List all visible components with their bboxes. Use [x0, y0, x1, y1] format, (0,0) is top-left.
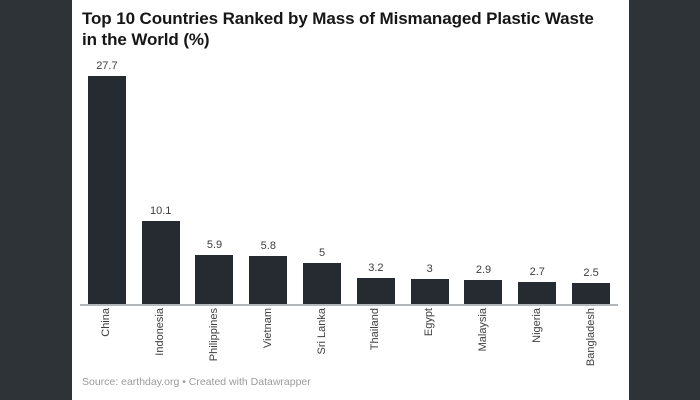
bar-column: 2.5: [564, 58, 618, 304]
bar: [141, 220, 180, 304]
bar-value-label: 2.9: [475, 264, 492, 277]
bar: [249, 256, 288, 304]
x-axis-label: Vietnam: [261, 308, 274, 349]
bar-value-label: 5.9: [206, 239, 223, 252]
bar: [195, 255, 234, 304]
x-axis-label: Sri Lanka: [315, 308, 328, 355]
bar: [87, 76, 126, 304]
x-axis-label-cell: Egypt: [403, 308, 457, 382]
bar-column: 2.7: [510, 58, 564, 304]
x-axis-label-cell: Indonesia: [134, 308, 188, 382]
plot-area: 27.7 10.1 5.9 5.8 5 3.2 3 2.9 2.7 2.5: [80, 58, 618, 304]
bar-value-label: 2.5: [583, 267, 599, 280]
bar-value-label: 3.2: [368, 261, 384, 274]
chart-title-line-1: Top 10 Countries Ranked by Mass of Misma…: [82, 9, 594, 28]
bar: [464, 280, 503, 304]
x-axis-label-cell: Vietnam: [241, 308, 295, 382]
x-axis-label: Malaysia: [476, 308, 489, 352]
bar-value-label: 2.7: [529, 265, 545, 278]
chart-title: Top 10 Countries Ranked by Mass of Misma…: [82, 8, 630, 50]
bar-column: 3: [403, 58, 457, 304]
x-axis-label-cell: Bangladesh: [564, 308, 618, 382]
x-axis-label: Indonesia: [154, 308, 167, 356]
x-axis-label: Thailand: [369, 308, 382, 351]
x-axis-label-cell: Philippines: [188, 308, 242, 382]
bar: [303, 262, 342, 304]
x-axis-label-cell: Malaysia: [457, 308, 511, 382]
chart-title-line-2: in the World (%): [82, 30, 210, 49]
bar: [518, 281, 557, 304]
x-axis-label: Bangladesh: [584, 308, 597, 367]
bar-column: 27.7: [80, 58, 134, 304]
x-axis-labels: China Indonesia Philippines Vietnam Sri Lank…: [80, 308, 618, 382]
bar-column: 3.2: [349, 58, 403, 304]
source-attribution: Source: earthday.org • Created with Data…: [82, 376, 311, 388]
bar-value-label: 10.1: [149, 204, 172, 217]
bar-column: 5.9: [188, 58, 242, 304]
x-axis-label: Philippines: [207, 308, 220, 362]
x-axis-label-cell: Sri Lanka: [295, 308, 349, 382]
bar: [572, 283, 611, 304]
x-axis-label: Egypt: [423, 308, 436, 337]
bar-value-label: 5: [319, 246, 326, 259]
x-axis-label-cell: China: [80, 308, 134, 382]
bar-column: 2.9: [457, 58, 511, 304]
bar-value-label: 27.7: [96, 60, 118, 72]
bar-value-label: 5.8: [260, 240, 276, 253]
bar-column: 10.1: [134, 58, 188, 304]
bar: [356, 277, 395, 304]
x-axis-label-cell: Thailand: [349, 308, 403, 382]
x-axis-label: China: [100, 308, 113, 337]
x-axis-baseline: [80, 304, 618, 306]
bar: [410, 279, 449, 304]
x-axis-label: Nigeria: [530, 308, 543, 343]
x-axis-label-cell: Nigeria: [510, 308, 564, 382]
bar-column: 5: [295, 58, 349, 304]
bar-value-label: 3: [426, 263, 433, 276]
bar-column: 5.8: [241, 58, 295, 304]
chart-panel: Top 10 Countries Ranked by Mass of Misma…: [72, 0, 629, 400]
